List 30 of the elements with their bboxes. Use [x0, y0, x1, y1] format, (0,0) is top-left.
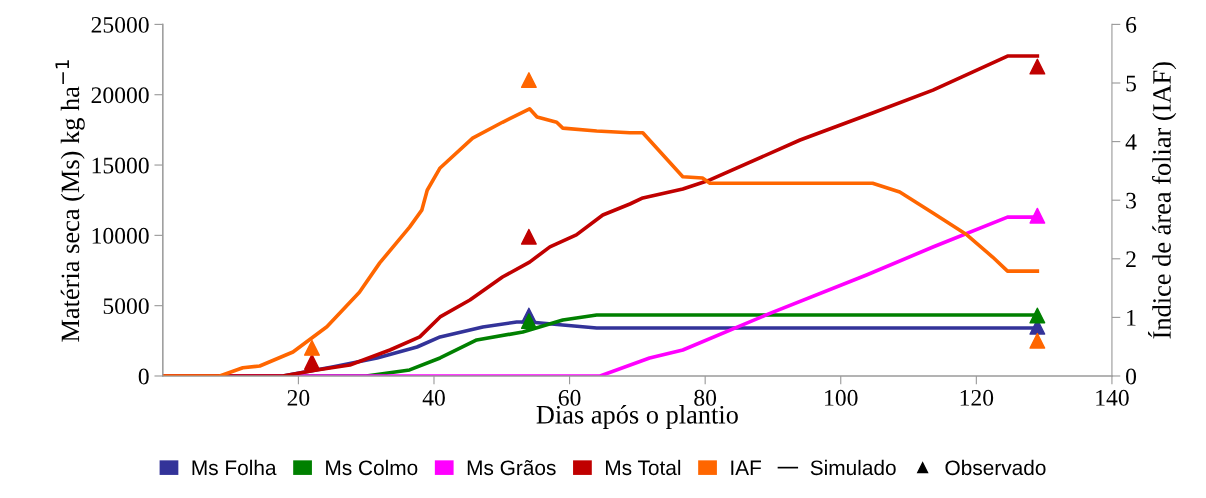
y2-tick-label: 0: [1126, 368, 1137, 385]
text: Simulado: [810, 459, 896, 476]
y-tick-label: 5000: [103, 298, 149, 315]
x-tick-label: 140: [1096, 389, 1129, 406]
x-tick-label: 120: [960, 389, 994, 406]
y-tick-label: 25000: [91, 16, 149, 33]
x-tick-label: 40: [422, 389, 445, 406]
legend-label: Ms Total: [606, 459, 681, 476]
y2-tick-label: 3: [1126, 192, 1137, 209]
text: Observado: [945, 459, 1046, 476]
x-tick-label: 100: [825, 389, 858, 406]
y2-tick-label: 2: [1126, 251, 1136, 267]
y-tick-label: 0: [138, 368, 149, 385]
legend-label: Ms Colmo: [326, 459, 418, 476]
x-tick-label: 80: [694, 389, 717, 406]
y2-tick-label: 6: [1126, 16, 1137, 33]
y2-tick-label: 1: [1127, 310, 1136, 326]
y-tick-label: 20000: [91, 87, 149, 104]
y-tick-label: 15000: [92, 157, 149, 174]
legend-label: Ms Grãos: [467, 459, 556, 476]
y-tick-label: 10000: [92, 227, 149, 244]
x-tick-label: 60: [558, 389, 581, 406]
legend-label: Ms Folha: [192, 459, 277, 476]
y2-tick-label: 5: [1126, 75, 1137, 92]
legend-label: IAF: [731, 460, 761, 475]
y-axis-title: Matéria seca (Ms) kg ha$^{−1}$: [55, 60, 85, 342]
y2-tick-label: 4: [1125, 134, 1137, 150]
x-tick-label: 20: [287, 389, 310, 406]
x-axis-title: Dias após o plantio: [536, 405, 738, 430]
y2-axis-title: Índice de área foliar (IAF): [1148, 62, 1177, 339]
